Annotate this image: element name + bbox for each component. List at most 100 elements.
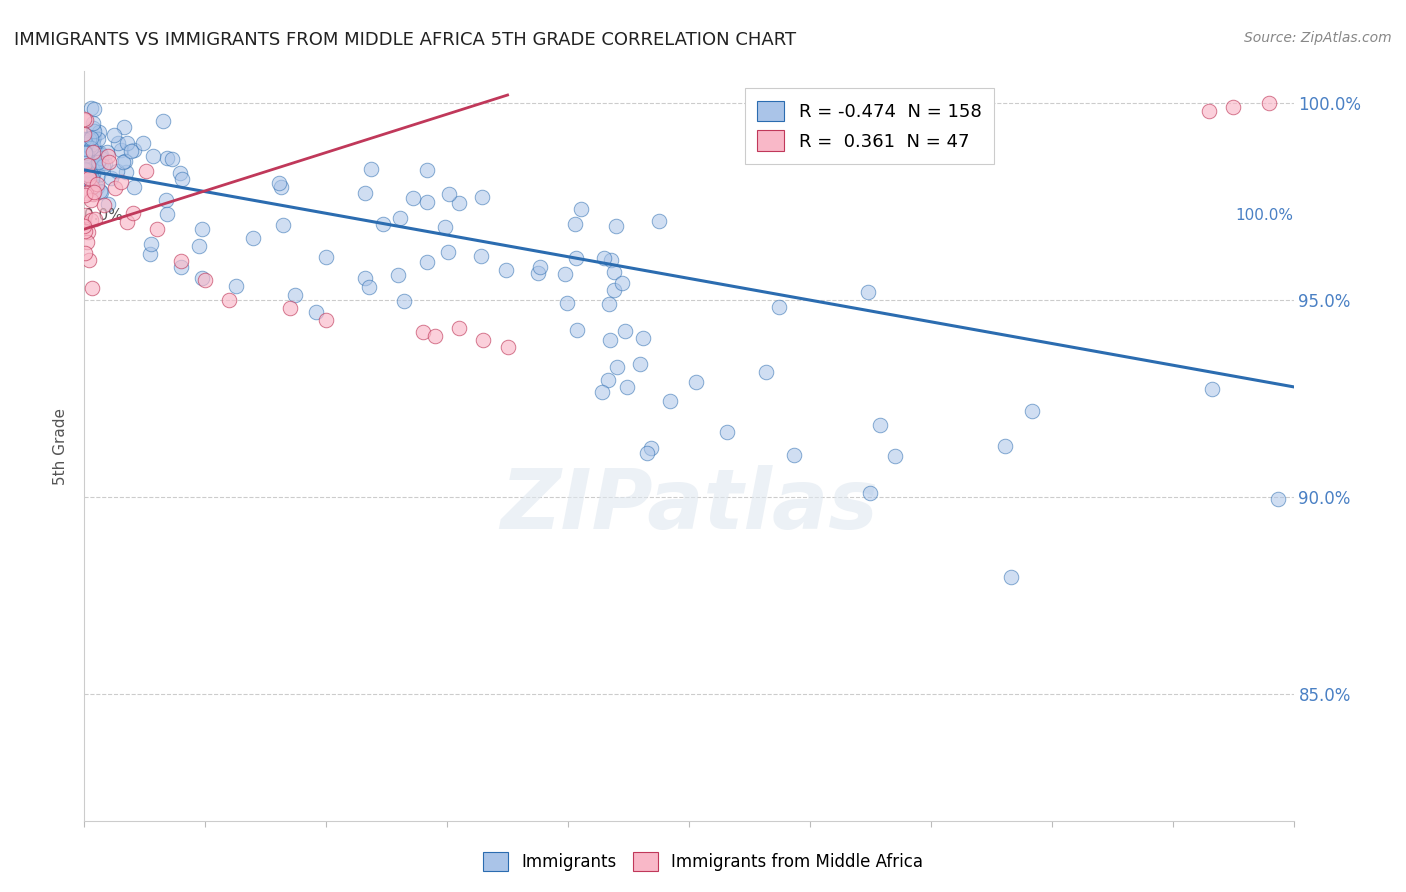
Point <box>97 149 120 163</box>
Point <box>77 132 100 146</box>
Point <box>103 128 125 142</box>
Point <box>120 144 142 158</box>
Point <box>77 174 100 188</box>
Point <box>82 120 104 135</box>
Point <box>73 219 96 234</box>
Point <box>591 385 613 400</box>
Point <box>554 267 576 281</box>
Point <box>555 296 578 310</box>
Point <box>75 113 97 128</box>
Point <box>90 186 112 200</box>
Point <box>75 136 97 150</box>
Point <box>73 132 96 146</box>
Point <box>598 373 620 387</box>
Point <box>1222 100 1244 114</box>
Point <box>80 131 103 145</box>
Point <box>858 285 880 299</box>
Point <box>869 418 891 433</box>
Point <box>76 168 98 182</box>
Point <box>73 224 96 238</box>
Point <box>73 145 96 160</box>
Point <box>628 357 651 371</box>
Point <box>603 283 626 297</box>
Point <box>76 235 98 249</box>
Point <box>115 215 138 229</box>
Point <box>83 124 105 138</box>
Point <box>121 206 143 220</box>
Point <box>77 137 100 152</box>
Point <box>100 170 122 185</box>
Point <box>75 152 97 166</box>
Point <box>80 172 103 186</box>
Point <box>82 145 104 159</box>
Point <box>75 165 97 179</box>
Point <box>75 170 97 185</box>
Point <box>89 125 111 139</box>
Point <box>187 238 209 252</box>
Point <box>90 151 112 165</box>
Point <box>75 165 97 179</box>
Point <box>315 313 337 327</box>
Y-axis label: 5th Grade: 5th Grade <box>53 408 69 484</box>
Point <box>82 132 104 146</box>
Point <box>77 252 100 267</box>
Point <box>354 271 377 285</box>
Point <box>423 328 446 343</box>
Point <box>416 163 439 178</box>
Point <box>283 287 305 301</box>
Point <box>93 198 115 212</box>
Point <box>859 485 882 500</box>
Point <box>83 102 105 116</box>
Point <box>359 280 381 294</box>
Point <box>439 186 461 201</box>
Point <box>142 149 165 163</box>
Point <box>565 251 588 265</box>
Point <box>115 165 138 179</box>
Point <box>155 193 177 207</box>
Point <box>614 324 637 338</box>
Point <box>89 146 111 161</box>
Point <box>96 145 118 160</box>
Point <box>315 250 337 264</box>
Point <box>76 163 98 178</box>
Point <box>73 216 96 230</box>
Point <box>416 195 439 210</box>
Point <box>73 162 96 177</box>
Point <box>194 273 217 287</box>
Legend: R = -0.474  N = 158, R =  0.361  N = 47: R = -0.474 N = 158, R = 0.361 N = 47 <box>745 88 994 164</box>
Point <box>392 294 415 309</box>
Legend: Immigrants, Immigrants from Middle Africa: Immigrants, Immigrants from Middle Afric… <box>474 843 932 880</box>
Point <box>225 279 247 293</box>
Point <box>97 155 120 169</box>
Point <box>87 131 110 145</box>
Point <box>73 149 96 163</box>
Point <box>75 136 97 151</box>
Point <box>191 222 214 236</box>
Point <box>190 271 212 285</box>
Point <box>402 191 425 205</box>
Point <box>79 171 101 186</box>
Point <box>471 190 494 204</box>
Point <box>90 156 112 170</box>
Point <box>73 127 96 141</box>
Point <box>76 157 98 171</box>
Point <box>529 260 551 274</box>
Point <box>110 175 132 189</box>
Point <box>387 268 409 283</box>
Point <box>86 154 108 169</box>
Point <box>271 218 294 232</box>
Point <box>107 136 129 151</box>
Point <box>472 333 495 347</box>
Point <box>75 156 97 170</box>
Point <box>80 213 103 227</box>
Point <box>82 136 104 151</box>
Point <box>111 154 134 169</box>
Point <box>86 179 108 194</box>
Point <box>105 164 128 178</box>
Point <box>156 207 179 221</box>
Point <box>146 222 169 236</box>
Point <box>598 297 620 311</box>
Point <box>73 245 96 260</box>
Point <box>412 325 434 339</box>
Point <box>685 375 707 389</box>
